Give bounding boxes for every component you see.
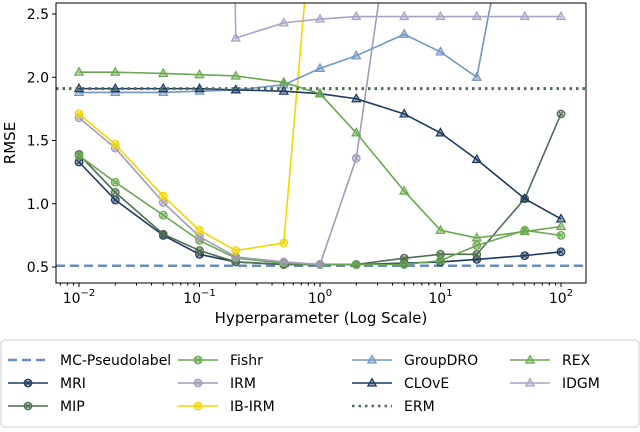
data-point: [399, 28, 410, 38]
legend-item-groupdro: GroupDRO: [352, 353, 478, 369]
legend-marker: [366, 354, 378, 364]
series-clove: [73, 82, 567, 223]
x-tick-label: 100: [308, 288, 332, 307]
legend-item-mri: MRI: [8, 376, 86, 392]
series-mip: [74, 109, 566, 269]
legend-frame: [0, 339, 640, 428]
data-point: [435, 127, 446, 137]
legend-label: MC-Pseudolabel: [60, 353, 171, 369]
data-point: [73, 66, 85, 76]
data-point: [351, 50, 362, 60]
clove-line: [79, 87, 562, 220]
legend-item-ib-irm: IB-IRM: [178, 399, 275, 415]
data-point: [314, 87, 326, 98]
data-point: [351, 10, 362, 21]
data-point: [471, 153, 482, 164]
y-tick-label: 2.0: [27, 70, 49, 86]
data-point: [278, 85, 289, 95]
legend-label: ERM: [404, 399, 435, 415]
legend-item-irm: IRM: [178, 376, 256, 392]
legend: MC-Pseudolabel Fishr GroupDRO REX MRI IRM CLOv…: [0, 339, 640, 428]
data-point: [471, 10, 482, 21]
data-point: [399, 108, 410, 118]
legend-item-mc-pseudolabel: MC-Pseudolabel: [8, 353, 171, 369]
data-point: [555, 10, 567, 21]
data-point: [519, 225, 530, 236]
data-point: [519, 10, 530, 21]
legend-item-clove: CLOvE: [352, 376, 449, 392]
data-point: [435, 224, 446, 234]
legend-item-idgm: IDGM: [510, 376, 600, 392]
data-point: [471, 232, 482, 242]
legend-label: GroupDRO: [404, 353, 478, 369]
data-point: [399, 10, 410, 21]
legend-label: CLOvE: [404, 376, 449, 392]
legend-marker: [524, 354, 536, 364]
legend-label: IRM: [230, 376, 256, 392]
data-point: [351, 127, 362, 137]
data-point: [110, 66, 121, 76]
series-ib-irm: [74, 3, 306, 255]
mri-line: [78, 161, 562, 266]
legend-label: MRI: [60, 376, 86, 392]
series-rex: [73, 66, 567, 242]
series-idgm: [230, 3, 567, 42]
data-point: [314, 13, 326, 23]
legend-item-fishr: Fishr: [178, 353, 263, 369]
legend-label: Fishr: [230, 353, 263, 369]
idgm-line: [234, 3, 561, 40]
groupdro-line: [79, 3, 492, 94]
y-axis-label: RMSE: [1, 122, 19, 164]
plot-frame: [55, 2, 587, 284]
y-tick-label: 1.0: [27, 197, 49, 213]
legend-label: IDGM: [562, 376, 600, 392]
series-fishr: [74, 151, 566, 269]
legend-item-erm: ERM: [352, 399, 435, 415]
data-point: [194, 68, 205, 79]
series-groupdro: [73, 3, 492, 97]
y-tick-label: 0.5: [27, 260, 49, 276]
legend-marker: [524, 377, 536, 387]
series-irm: [74, 3, 380, 269]
data-point: [278, 76, 289, 86]
data-point: [519, 192, 530, 203]
legend-marker: [366, 377, 378, 387]
data-point: [278, 17, 289, 27]
series-mri: [74, 157, 566, 269]
legend-item-rex: REX: [510, 353, 591, 369]
fishr-line: [78, 155, 562, 266]
legend-label: REX: [562, 353, 591, 369]
data-point: [435, 10, 446, 21]
data-point: [435, 46, 446, 56]
data-point: [351, 93, 362, 103]
x-axis-label: Hyperparameter (Log Scale): [215, 309, 428, 327]
legend-label: MIP: [60, 399, 85, 415]
x-tick-label: 102: [549, 288, 573, 307]
data-point: [158, 67, 169, 78]
rex-line: [79, 71, 562, 239]
legend-item-mip: MIP: [8, 399, 85, 415]
legend-label: IB-IRM: [230, 399, 275, 415]
x-tick-label: 10−1: [183, 288, 216, 307]
data-point: [471, 71, 482, 81]
y-tick-label: 1.5: [27, 134, 49, 150]
ib-irm-line: [78, 3, 306, 252]
data-point: [230, 70, 241, 80]
data-point: [230, 32, 241, 42]
y-tick-label: 2.5: [27, 7, 49, 23]
data-point: [194, 85, 205, 95]
data-point: [555, 220, 567, 231]
data-point: [314, 62, 326, 72]
data-point: [399, 185, 410, 195]
x-tick-label: 10−2: [63, 288, 96, 307]
x-tick-label: 101: [428, 288, 452, 307]
